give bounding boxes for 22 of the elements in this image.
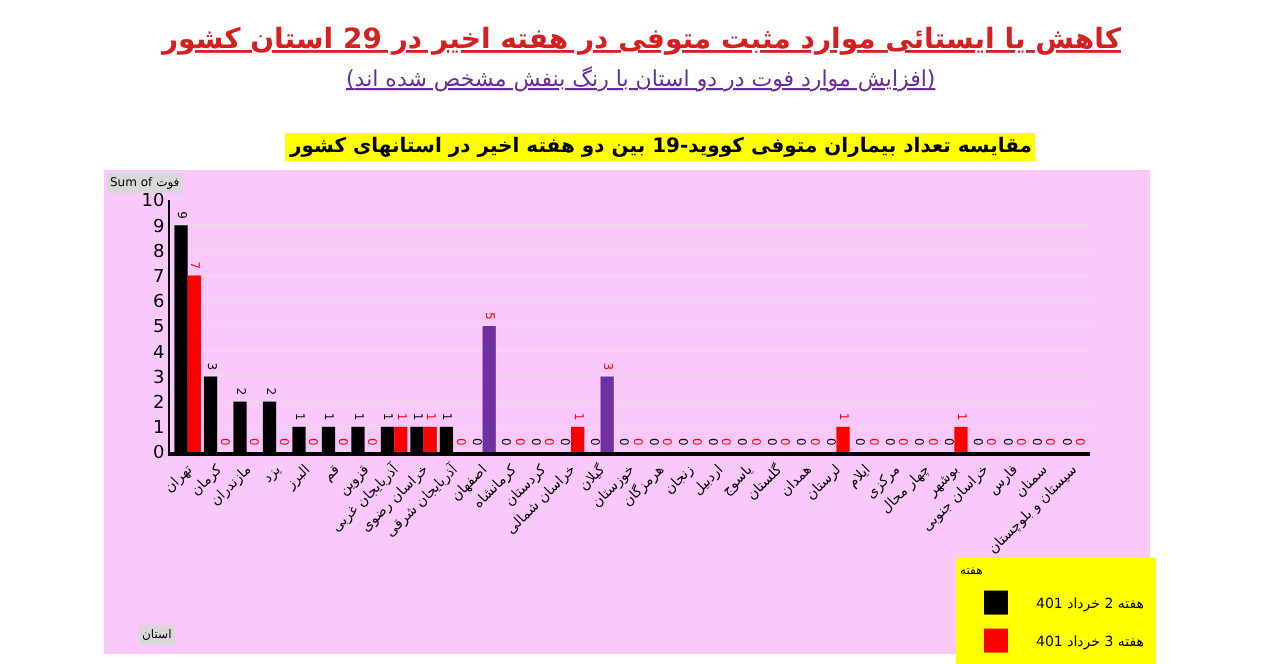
- bar: [600, 376, 614, 452]
- chart-title: کاهش یا ایستائی موارد مثبت متوفی در هفته اخیر در 29 استان کشور: [160, 24, 1123, 56]
- y-tick-label: 6: [152, 293, 165, 314]
- y-tick-label: 5: [152, 318, 165, 339]
- y-tick-label: 4: [152, 343, 165, 364]
- y-tick-label: 7: [152, 267, 165, 288]
- bar: [571, 426, 585, 452]
- y-tick-label: 8: [152, 242, 165, 263]
- y-tick-label: 10: [141, 192, 165, 213]
- y-tick-label: 1: [152, 419, 165, 440]
- chart-subtitle: (افزایش موارد فوت در دو استان با رنگ بنفش مشخص شده اند): [346, 66, 936, 92]
- bar: [836, 426, 850, 452]
- bar: [187, 275, 201, 452]
- y-tick-label: 2: [152, 393, 165, 414]
- bar: [954, 426, 968, 452]
- y-tick-label: 3: [152, 368, 165, 389]
- y-tick-label: 0: [152, 444, 165, 465]
- bar: [482, 326, 496, 452]
- bar: [394, 426, 408, 452]
- text: مقایسه تعداد بیماران متوفی کووید-19 بین دو هفته اخیر در استانهای کشور: [288, 136, 1032, 158]
- bar: [423, 426, 437, 452]
- y-tick-label: 9: [152, 217, 165, 238]
